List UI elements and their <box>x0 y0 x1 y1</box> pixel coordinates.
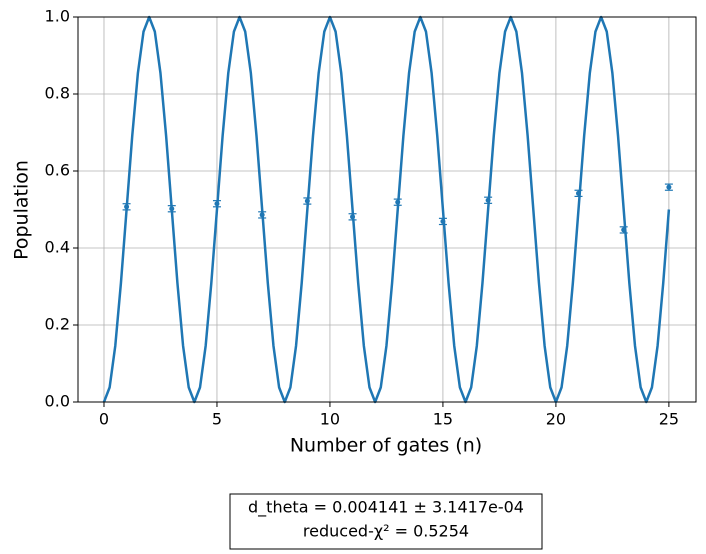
x-tick-label: 0 <box>99 410 109 429</box>
y-tick-label: 0.0 <box>45 392 70 411</box>
annotation-line: reduced-χ² = 0.5254 <box>303 522 469 541</box>
y-tick-label: 0.2 <box>45 315 70 334</box>
data-point <box>621 227 627 233</box>
annotation-box <box>229 493 543 550</box>
y-tick-label: 0.6 <box>45 161 70 180</box>
data-point <box>666 184 672 190</box>
data-point <box>576 190 582 196</box>
x-tick-label: 5 <box>212 410 222 429</box>
data-point <box>440 218 446 224</box>
y-tick-label: 1.0 <box>45 7 70 26</box>
x-tick-label: 20 <box>546 410 566 429</box>
data-point <box>485 197 491 203</box>
data-point <box>395 199 401 205</box>
y-tick-label: 0.8 <box>45 84 70 103</box>
plot-frame <box>77 16 697 403</box>
data-point <box>304 198 310 204</box>
data-point <box>350 214 356 220</box>
y-tick-label: 0.4 <box>45 238 70 257</box>
fit-curve <box>102 15 671 404</box>
x-tick-label: 10 <box>320 410 340 429</box>
data-point <box>214 201 220 207</box>
x-axis-label: Number of gates (n) <box>290 435 482 457</box>
x-tick-label: 25 <box>659 410 679 429</box>
x-tick-label: 15 <box>433 410 453 429</box>
data-point <box>124 204 130 210</box>
data-point <box>169 206 175 212</box>
data-point <box>259 212 265 218</box>
annotation-line: d_theta = 0.004141 ± 3.1417e-04 <box>248 498 524 518</box>
y-axis-label: Population <box>11 160 33 260</box>
